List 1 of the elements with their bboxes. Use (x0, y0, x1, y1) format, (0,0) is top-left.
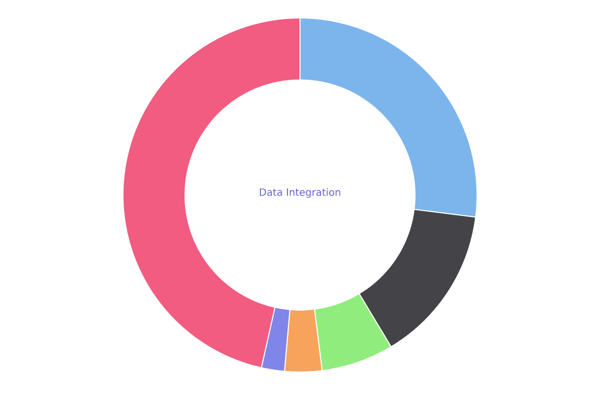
text: Data Integration (260, 188, 340, 198)
